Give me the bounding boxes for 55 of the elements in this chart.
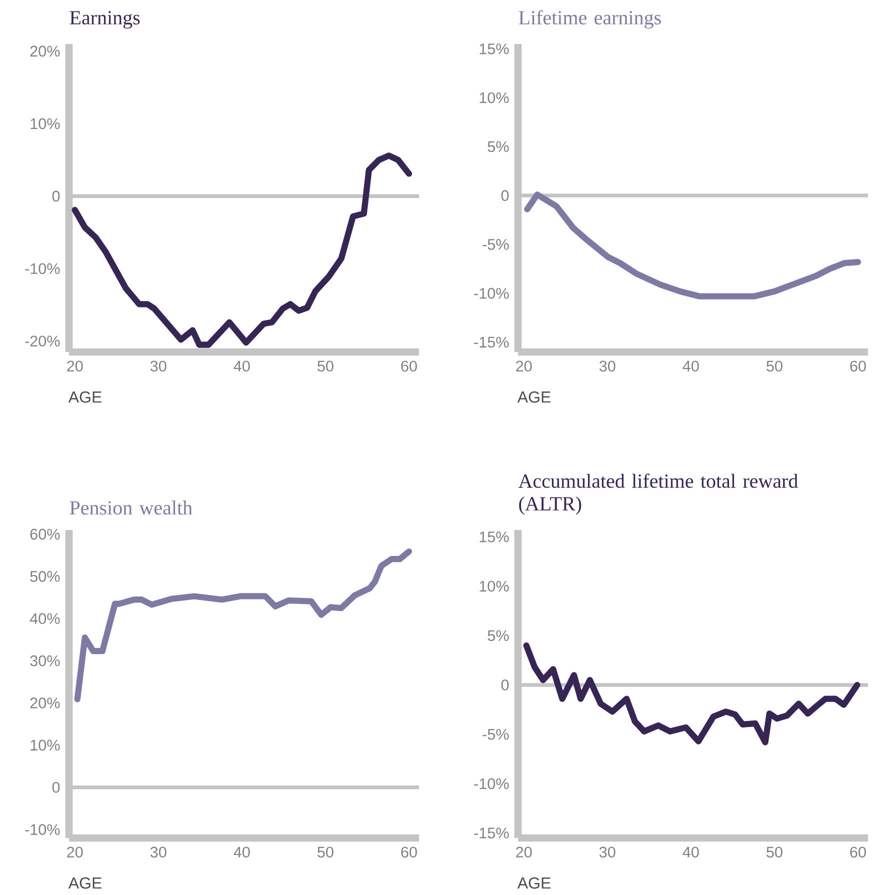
y-tick-label: 5%: [488, 630, 509, 642]
chart-title: Earnings: [70, 11, 140, 29]
y-tick-label: 0: [502, 680, 509, 690]
y-tick-label: 10%: [30, 740, 60, 751]
x-tick-label: 40: [682, 846, 699, 858]
x-tick-label: 60: [401, 846, 418, 858]
y-tick-label: 15%: [480, 43, 509, 54]
y-tick-label: -5%: [482, 239, 509, 250]
y-tick-label: -20%: [25, 336, 60, 347]
y-tick-label: -10%: [474, 288, 509, 299]
x-tick-label: 30: [600, 846, 616, 858]
x-axis-title: AGE: [518, 391, 551, 403]
chart-title: Lifetime earnings: [519, 10, 661, 29]
x-tick-label: 50: [766, 360, 783, 372]
x-tick-label: 20: [516, 846, 532, 858]
y-tick-label: 40%: [30, 613, 60, 624]
x-tick-label: 60: [850, 846, 866, 858]
y-tick-label: 10%: [480, 580, 509, 592]
x-tick-label: 50: [766, 846, 783, 858]
y-tick-label: 20%: [30, 698, 60, 708]
y-tick-label: 15%: [480, 532, 509, 542]
y-tick-label: -5%: [482, 728, 509, 740]
x-tick-label: 20: [67, 846, 83, 858]
x-tick-label: 40: [682, 360, 699, 372]
y-tick-label: -10%: [25, 824, 60, 835]
chart-title: Accumulated lifetime total reward (ALTR): [518, 474, 798, 515]
x-tick-label: 30: [150, 846, 166, 858]
x-axis-title: AGE: [518, 877, 551, 889]
x-tick-label: 20: [67, 360, 83, 372]
x-tick-label: 20: [516, 360, 532, 372]
y-tick-label: -15%: [474, 336, 509, 348]
chart-title: Pension wealth: [70, 500, 192, 515]
x-tick-label: 50: [318, 846, 334, 858]
y-tick-label: 10%: [30, 118, 60, 130]
x-tick-label: 30: [600, 360, 616, 372]
x-tick-label: 40: [234, 846, 250, 858]
x-axis-title: AGE: [68, 391, 102, 403]
x-tick-label: 40: [234, 360, 250, 372]
y-tick-label: 60%: [30, 528, 60, 540]
y-tick-label: 0: [52, 190, 60, 202]
y-tick-label: 20%: [30, 46, 60, 57]
y-tick-label: 50%: [30, 570, 60, 582]
y-tick-label: 10%: [480, 92, 509, 104]
y-tick-label: -10%: [25, 263, 60, 274]
x-tick-label: 50: [318, 360, 334, 372]
y-tick-label: -15%: [474, 828, 509, 838]
y-tick-label: 0: [52, 782, 60, 793]
y-tick-label: 5%: [488, 141, 509, 152]
x-tick-label: 60: [850, 360, 866, 372]
y-tick-label: -10%: [474, 778, 509, 790]
y-tick-label: 30%: [30, 655, 60, 666]
x-tick-label: 60: [401, 360, 418, 372]
x-tick-label: 30: [150, 360, 166, 372]
x-axis-title: AGE: [68, 877, 102, 889]
y-tick-label: 0: [502, 190, 509, 201]
